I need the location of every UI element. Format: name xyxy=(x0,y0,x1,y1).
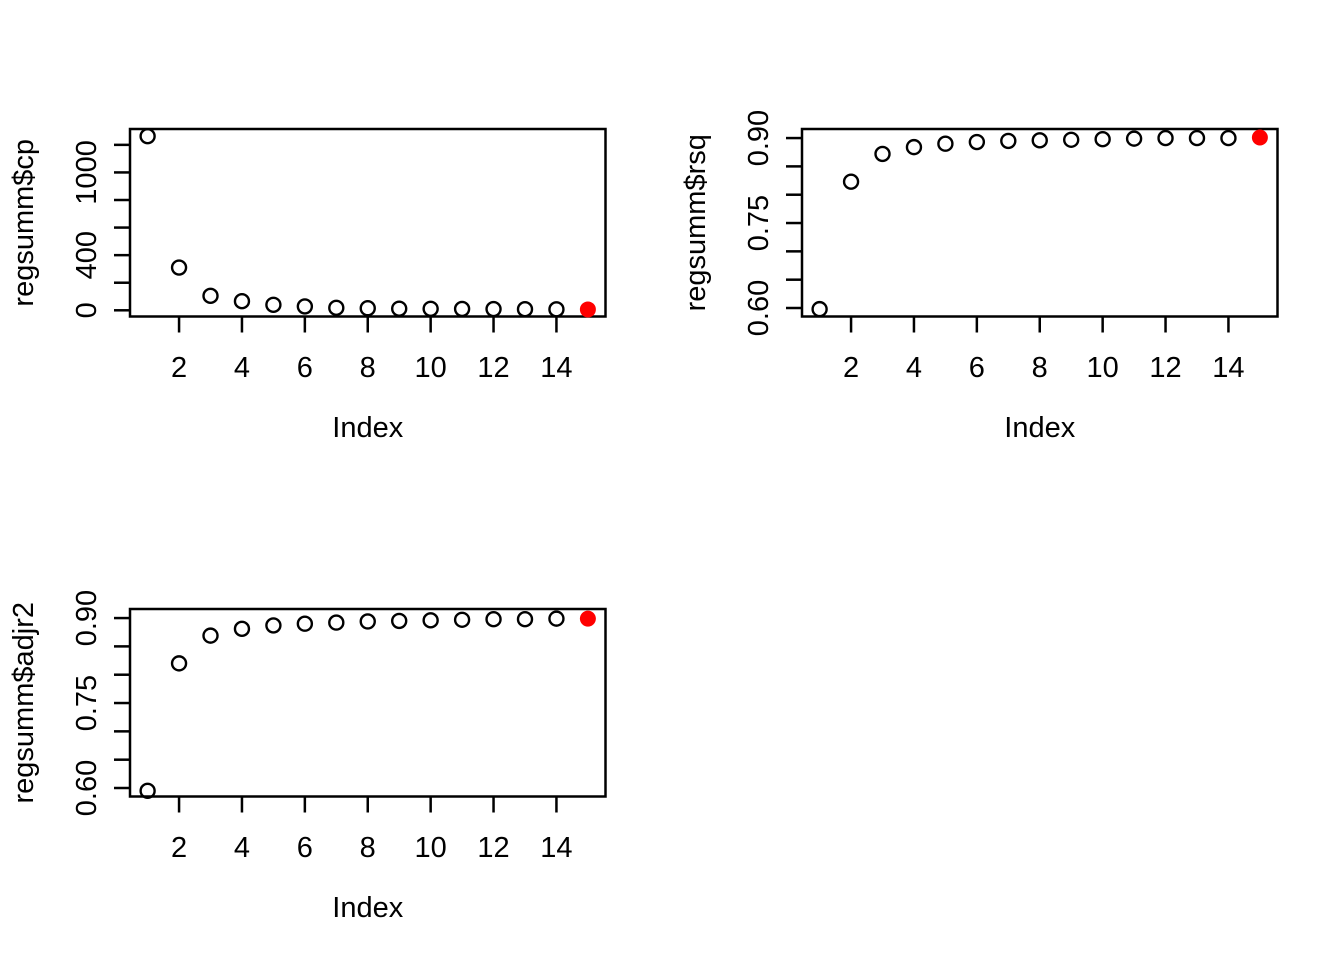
data-point xyxy=(296,298,314,315)
data-point xyxy=(328,299,345,317)
data-point xyxy=(453,611,471,628)
data-point xyxy=(328,614,345,631)
x-tick-label: 10 xyxy=(415,832,447,864)
data-point xyxy=(359,300,376,317)
data-point xyxy=(548,610,565,627)
data-point xyxy=(1220,129,1237,147)
x-tick-label: 8 xyxy=(360,832,376,864)
data-point xyxy=(1094,130,1111,148)
x-tick-label: 6 xyxy=(297,352,313,384)
x-tick-label: 12 xyxy=(1149,352,1181,384)
x-tick-label: 4 xyxy=(234,352,250,384)
highlight-point xyxy=(1251,129,1268,146)
x-tick-label: 6 xyxy=(969,352,985,384)
data-point xyxy=(811,300,828,318)
x-tick-label: 2 xyxy=(171,352,187,384)
panel-empty xyxy=(672,480,1344,960)
panel-regsumm-rsq: 2 4 6 8 10 12 14 0.60 0.75 0.90 Index regsumm$rsq xyxy=(680,110,1279,444)
data-point xyxy=(1000,132,1017,150)
data-point xyxy=(874,145,891,163)
x-tick-label: 14 xyxy=(1212,352,1244,384)
data-point xyxy=(516,300,534,318)
data-point xyxy=(968,133,986,151)
data-point xyxy=(842,173,860,190)
y-axis-label: regsumm$rsq xyxy=(680,134,712,311)
data-point xyxy=(422,300,439,317)
x-tick-label: 12 xyxy=(477,352,509,384)
plot-frame xyxy=(128,127,607,318)
y-tick-label: 0 xyxy=(71,302,103,318)
data-point xyxy=(170,655,188,672)
data-point xyxy=(202,627,219,644)
data-point xyxy=(1062,131,1080,148)
x-axis-label: Index xyxy=(332,412,403,444)
data-point xyxy=(139,782,156,800)
data-point xyxy=(139,127,156,145)
x-tick-label: 6 xyxy=(297,832,313,864)
data-point xyxy=(905,138,923,156)
x-tick-label: 8 xyxy=(1032,352,1048,384)
x-tick-label: 2 xyxy=(843,352,859,384)
data-point xyxy=(1188,129,1206,147)
y-tick-label: 400 xyxy=(71,231,103,279)
data-point xyxy=(170,259,188,276)
x-tick-label: 10 xyxy=(1087,352,1119,384)
y-tick-label: 0.90 xyxy=(743,110,775,166)
data-point xyxy=(1031,132,1048,149)
x-axis-label: Index xyxy=(332,892,403,924)
y-tick-label: 0.90 xyxy=(71,590,103,646)
x-tick-label: 12 xyxy=(477,832,509,864)
x-tick-label: 8 xyxy=(360,352,376,384)
data-point xyxy=(516,610,534,628)
highlight-point xyxy=(579,610,596,627)
x-axis-label: Index xyxy=(1004,412,1075,444)
data-point xyxy=(265,617,282,634)
data-point xyxy=(233,620,251,638)
x-tick-label: 4 xyxy=(906,352,922,384)
data-point xyxy=(202,287,219,305)
y-axis-label: regsumm$adjr2 xyxy=(8,602,40,803)
data-point xyxy=(390,612,408,630)
highlight-point xyxy=(579,301,596,318)
data-point xyxy=(548,301,565,318)
data-point xyxy=(485,300,502,318)
data-point xyxy=(485,610,502,628)
y-tick-label: 0.60 xyxy=(71,760,103,816)
data-point xyxy=(453,300,471,318)
y-tick-label: 1000 xyxy=(71,140,103,205)
x-tick-label: 2 xyxy=(171,832,187,864)
y-tick-label: 0.60 xyxy=(743,280,775,336)
data-point xyxy=(233,292,251,310)
x-tick-label: 14 xyxy=(540,832,572,864)
panel-regsumm-adjr2: 2 4 6 8 10 12 14 0.60 0.75 0.90 Index regsumm$adjr2 xyxy=(8,590,607,924)
panel-regsumm-cp: 2 4 6 8 10 12 14 0 400 1000 Index regsumm$cp xyxy=(8,127,607,444)
data-point xyxy=(359,613,376,630)
y-tick-label: 0.75 xyxy=(71,675,103,731)
y-axis-label: regsumm$cp xyxy=(8,139,40,307)
x-tick-label: 4 xyxy=(234,832,250,864)
data-point xyxy=(265,296,282,313)
data-point xyxy=(296,615,314,632)
y-tick-label: 0.75 xyxy=(743,195,775,251)
data-point xyxy=(1125,130,1143,147)
plot-frame xyxy=(800,127,1279,318)
data-point xyxy=(422,612,439,629)
data-point xyxy=(1157,129,1174,147)
plot-frame xyxy=(128,607,607,798)
data-point xyxy=(390,300,408,317)
x-tick-label: 14 xyxy=(540,352,572,384)
x-tick-label: 10 xyxy=(415,352,447,384)
data-point xyxy=(937,135,954,152)
